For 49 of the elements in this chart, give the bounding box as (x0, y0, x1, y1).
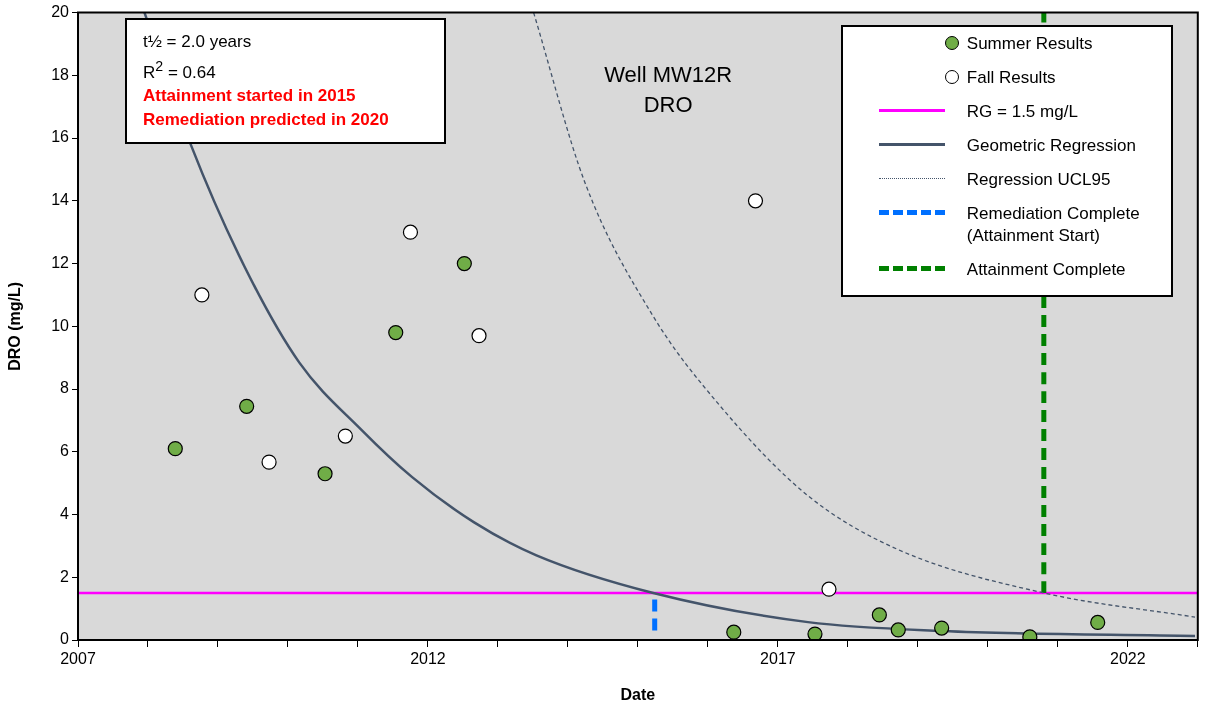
line-series (143, 12, 1197, 638)
y-tick-label: 16 (51, 128, 70, 146)
y-tick-label: 8 (60, 379, 70, 397)
point (261, 454, 277, 470)
point (821, 581, 837, 597)
annotation: Remediation predicted in 2020 (143, 109, 390, 132)
legend-label: Fall Results (966, 66, 1056, 89)
annotation: R$^{2}$ = 0.64 (143, 56, 217, 84)
y-tick-label: 2 (60, 567, 70, 585)
y-tick-label: 6 (60, 442, 70, 460)
x-axis-title: Date (620, 685, 656, 703)
point (807, 626, 823, 640)
legend-label: RG = 1.5 mg/L (966, 100, 1078, 123)
point (1090, 614, 1106, 631)
legend-label: Geometric Regression (966, 134, 1136, 157)
point (167, 441, 183, 457)
legend-label: Regression UCL95 (966, 168, 1111, 191)
text: Well MW12R DRO (604, 61, 733, 117)
x-tick-label: 2007 (60, 650, 96, 668)
y-tick-label: 18 (51, 65, 70, 83)
point (388, 324, 404, 341)
point (317, 466, 333, 482)
point (337, 428, 353, 444)
y-tick-label: 14 (51, 191, 70, 209)
point (934, 620, 950, 636)
annotation: t½ = 2.0 years (143, 30, 253, 53)
legend-label: Remediation Complete (Attainment Start) (966, 202, 1140, 247)
point (239, 398, 255, 414)
y-tick-label: 12 (51, 253, 70, 271)
line-series (532, 12, 1196, 618)
point (471, 328, 487, 344)
point (194, 287, 210, 303)
point (726, 624, 742, 640)
y-tick-label: 10 (51, 316, 70, 334)
point (747, 193, 764, 209)
legend-label: Attainment Complete (966, 258, 1126, 281)
point (402, 224, 419, 240)
annotation: Attainment started in 2015 (143, 85, 357, 108)
point (871, 607, 887, 623)
y-tick-label: 4 (60, 504, 70, 522)
x-tick-label: 2012 (410, 650, 446, 668)
y-tick-label: 0 (60, 630, 70, 648)
legend-label: Summer Results (966, 32, 1093, 55)
x-tick-label: 2022 (1110, 650, 1146, 668)
y-tick-label: 20 (51, 3, 70, 21)
y-axis-title: DRO (mg/L) (6, 281, 24, 371)
x-tick-label: 2017 (760, 650, 796, 668)
point (890, 622, 906, 638)
point (456, 255, 472, 272)
